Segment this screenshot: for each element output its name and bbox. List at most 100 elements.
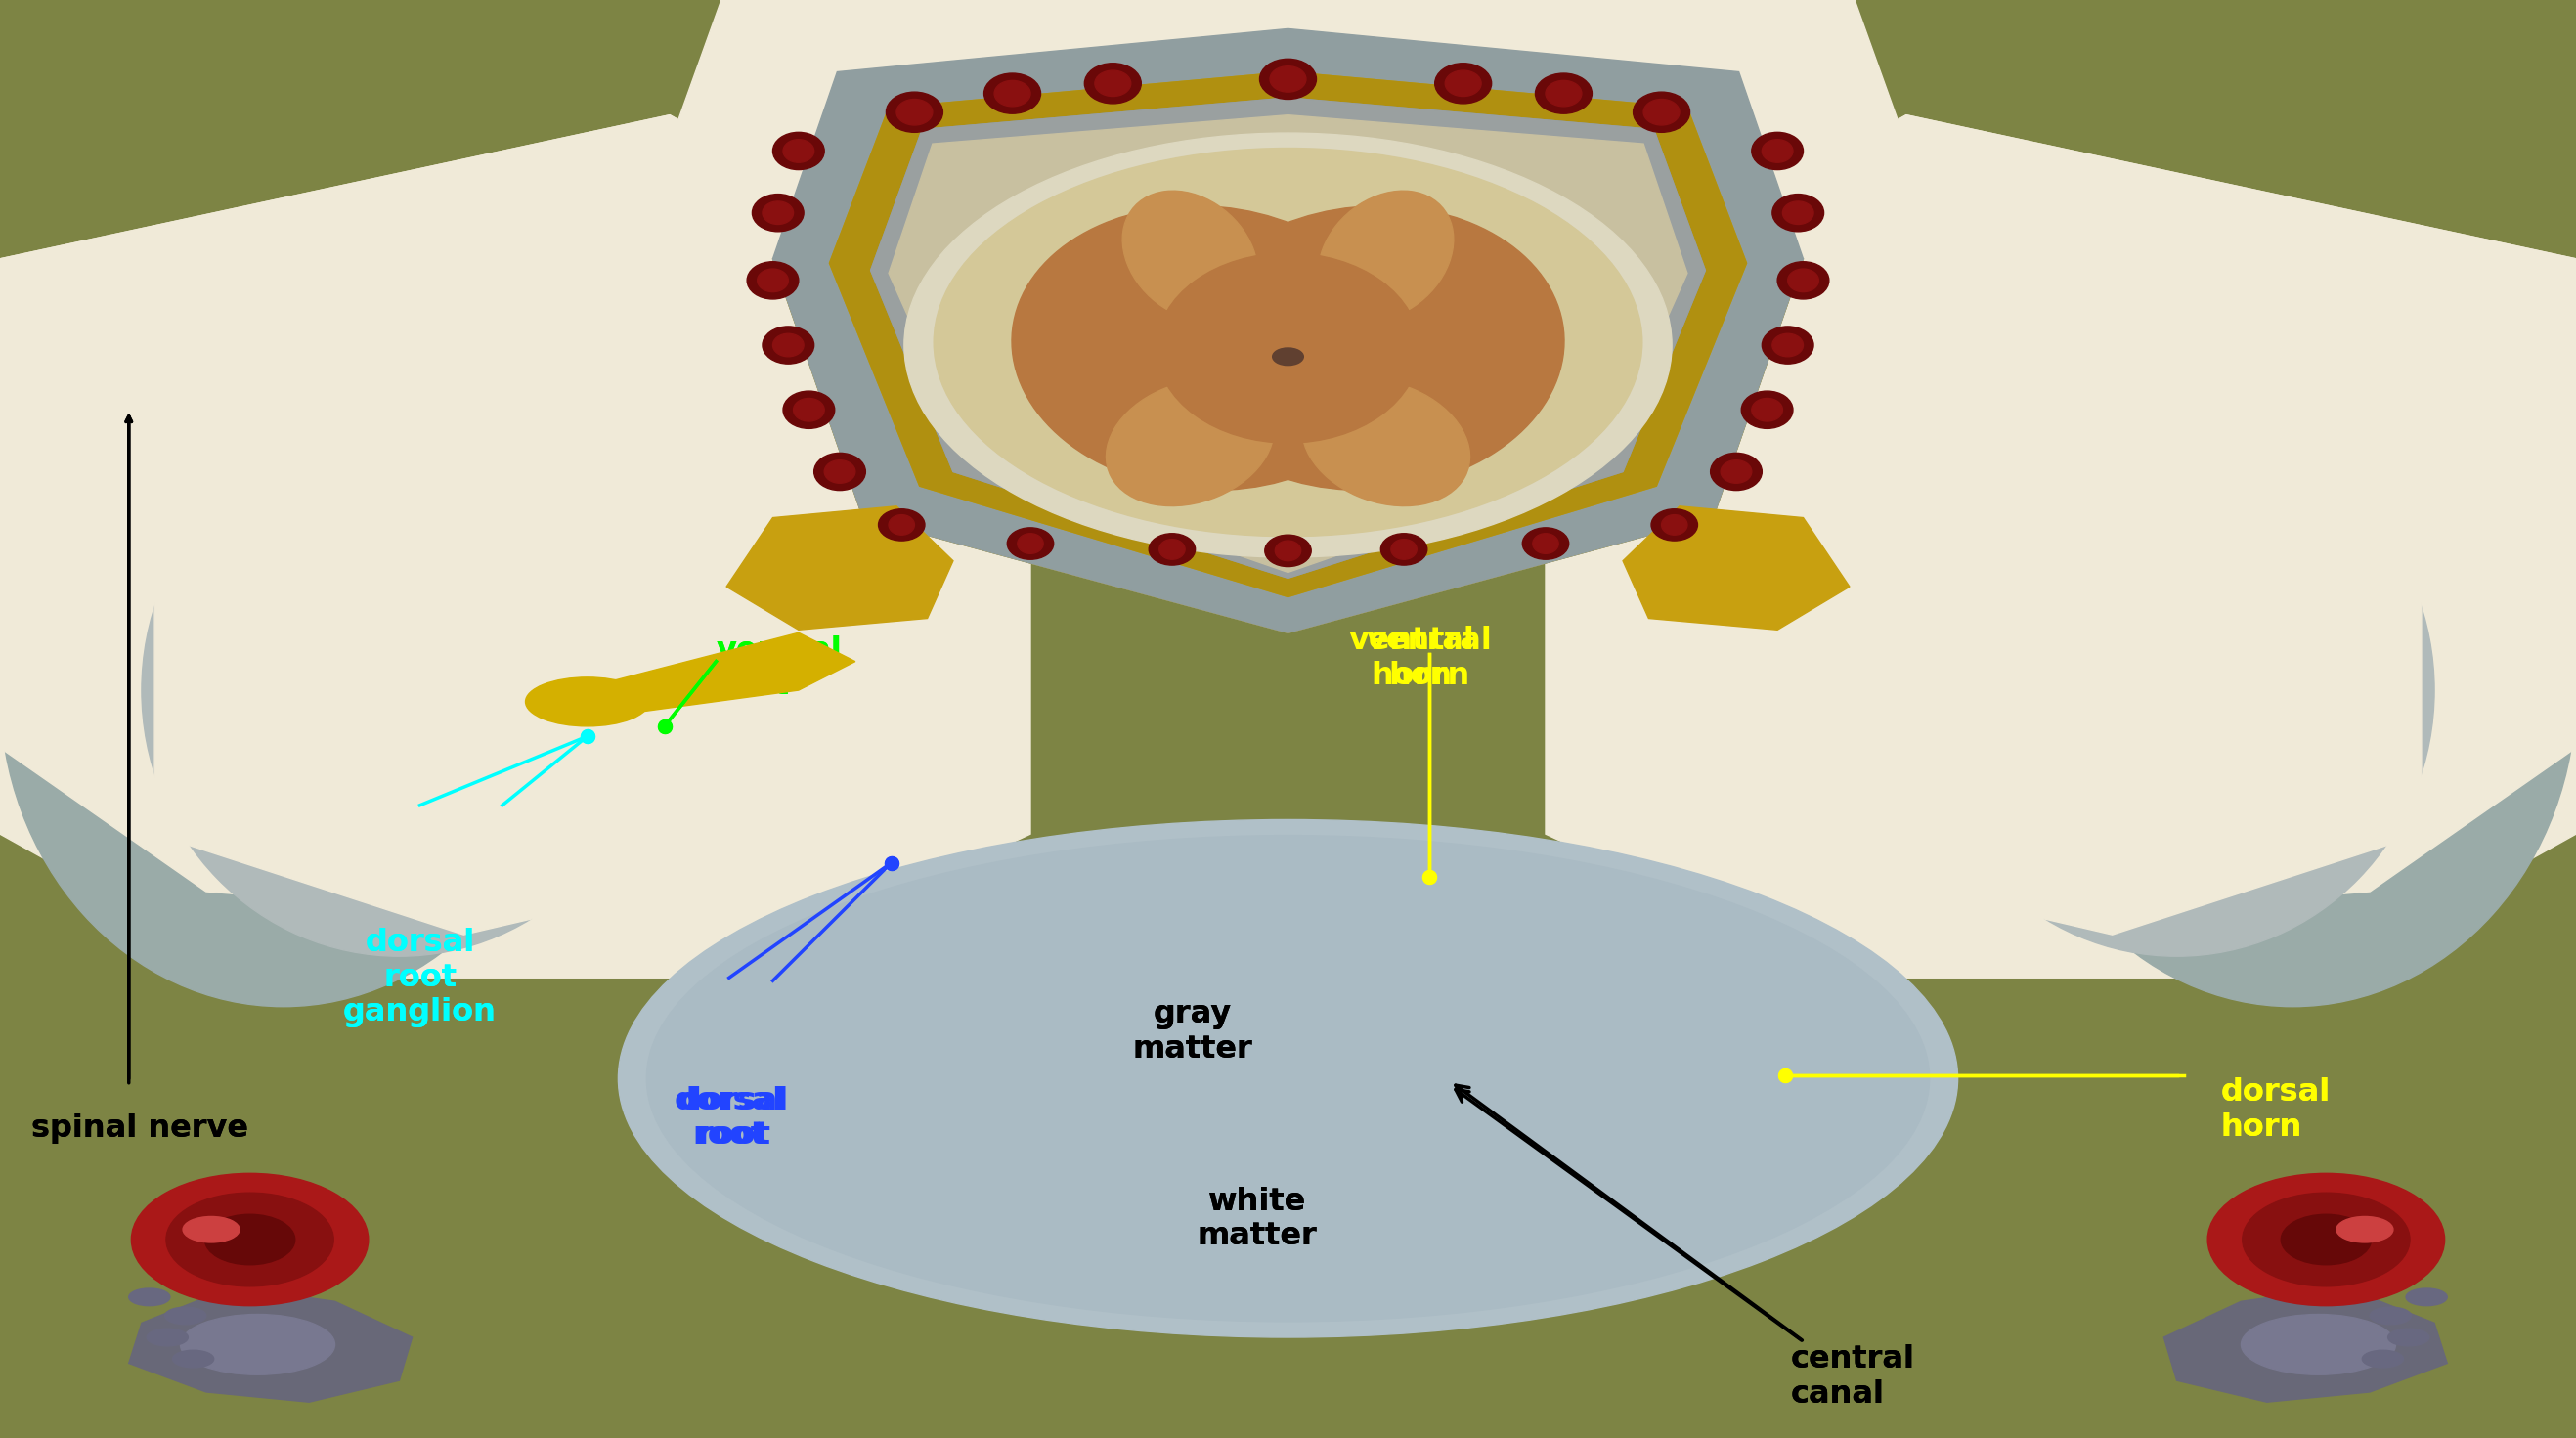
Text: ventral
root: ventral root: [716, 636, 842, 700]
Ellipse shape: [1213, 306, 1363, 429]
Ellipse shape: [173, 1350, 214, 1368]
Text: dorsal
root: dorsal root: [680, 1086, 788, 1150]
Ellipse shape: [206, 1214, 294, 1265]
Ellipse shape: [2241, 1194, 2411, 1286]
Ellipse shape: [1752, 398, 1783, 421]
Ellipse shape: [824, 460, 855, 483]
Polygon shape: [773, 29, 1803, 633]
Ellipse shape: [904, 134, 1672, 557]
Ellipse shape: [1105, 380, 1275, 506]
Polygon shape: [696, 0, 1880, 403]
Ellipse shape: [1084, 63, 1141, 104]
Polygon shape: [1623, 506, 1850, 630]
Ellipse shape: [938, 151, 1638, 533]
Ellipse shape: [1180, 209, 1561, 487]
Ellipse shape: [1535, 73, 1592, 114]
Ellipse shape: [1012, 206, 1399, 490]
Text: white
matter: white matter: [1198, 1186, 1316, 1251]
Text: ventral
horn: ventral horn: [1350, 626, 1473, 690]
Text: gray
matter: gray matter: [1133, 999, 1252, 1064]
Ellipse shape: [2406, 1288, 2447, 1306]
Ellipse shape: [1546, 81, 1582, 106]
Ellipse shape: [933, 148, 1643, 536]
Ellipse shape: [1710, 453, 1762, 490]
Ellipse shape: [762, 326, 814, 364]
Polygon shape: [1546, 115, 2576, 978]
Ellipse shape: [1321, 193, 1450, 319]
Ellipse shape: [1303, 381, 1468, 505]
Polygon shape: [2164, 1287, 2447, 1402]
Ellipse shape: [1301, 380, 1471, 506]
Ellipse shape: [142, 424, 657, 956]
Ellipse shape: [1762, 139, 1793, 162]
Ellipse shape: [1126, 193, 1255, 319]
Text: spinal nerve: spinal nerve: [31, 1113, 247, 1145]
Text: ventral
root: ventral root: [716, 636, 842, 700]
Ellipse shape: [1273, 348, 1303, 365]
Ellipse shape: [2362, 1350, 2403, 1368]
Text: dorsal
root: dorsal root: [675, 1086, 783, 1150]
Ellipse shape: [147, 1329, 188, 1346]
Ellipse shape: [1180, 209, 1561, 487]
Polygon shape: [889, 115, 1687, 572]
Polygon shape: [1546, 115, 2576, 920]
Ellipse shape: [2336, 1217, 2393, 1242]
Ellipse shape: [131, 1173, 368, 1306]
Ellipse shape: [783, 391, 835, 429]
Ellipse shape: [1126, 193, 1255, 319]
Ellipse shape: [994, 81, 1030, 106]
Ellipse shape: [814, 453, 866, 490]
Ellipse shape: [773, 334, 804, 357]
Ellipse shape: [1445, 70, 1481, 96]
Ellipse shape: [1391, 539, 1417, 559]
Ellipse shape: [165, 1194, 335, 1286]
Ellipse shape: [1157, 253, 1419, 443]
Ellipse shape: [2208, 1173, 2445, 1306]
Ellipse shape: [1216, 309, 1360, 424]
Ellipse shape: [878, 509, 925, 541]
Ellipse shape: [1643, 99, 1680, 125]
Ellipse shape: [886, 92, 943, 132]
Ellipse shape: [1108, 381, 1273, 505]
Text: ventral
horn: ventral horn: [1368, 626, 1492, 690]
Ellipse shape: [1783, 201, 1814, 224]
Polygon shape: [0, 115, 1030, 920]
Polygon shape: [773, 29, 1803, 633]
Ellipse shape: [1522, 528, 1569, 559]
Ellipse shape: [1319, 191, 1453, 321]
Ellipse shape: [0, 374, 567, 1007]
Ellipse shape: [2370, 1307, 2411, 1324]
Text: dorsal
root
ganglion: dorsal root ganglion: [343, 928, 497, 1028]
Polygon shape: [721, 0, 1855, 431]
Ellipse shape: [1435, 63, 1492, 104]
Text: dorsal
horn: dorsal horn: [2221, 1077, 2331, 1143]
Ellipse shape: [1275, 541, 1301, 561]
Polygon shape: [871, 98, 1705, 578]
Text: dorsal
horn: dorsal horn: [2221, 1077, 2331, 1143]
Ellipse shape: [647, 835, 1929, 1322]
Ellipse shape: [747, 262, 799, 299]
Ellipse shape: [1788, 269, 1819, 292]
Ellipse shape: [1752, 132, 1803, 170]
Ellipse shape: [783, 139, 814, 162]
Polygon shape: [587, 633, 855, 719]
Ellipse shape: [909, 137, 1669, 554]
Ellipse shape: [1381, 533, 1427, 565]
Polygon shape: [0, 115, 1030, 978]
Ellipse shape: [1741, 391, 1793, 429]
Ellipse shape: [896, 99, 933, 125]
Ellipse shape: [165, 1307, 206, 1324]
Ellipse shape: [1721, 460, 1752, 483]
Ellipse shape: [1015, 209, 1396, 487]
Ellipse shape: [1662, 515, 1687, 535]
Text: central
canal: central canal: [1455, 1086, 1914, 1409]
Ellipse shape: [762, 201, 793, 224]
Ellipse shape: [1762, 326, 1814, 364]
Text: gray
matter: gray matter: [1133, 999, 1252, 1064]
Ellipse shape: [773, 132, 824, 170]
Ellipse shape: [793, 398, 824, 421]
Polygon shape: [773, 29, 1803, 633]
Ellipse shape: [1015, 209, 1396, 487]
Ellipse shape: [1321, 193, 1450, 319]
Polygon shape: [829, 72, 1747, 597]
